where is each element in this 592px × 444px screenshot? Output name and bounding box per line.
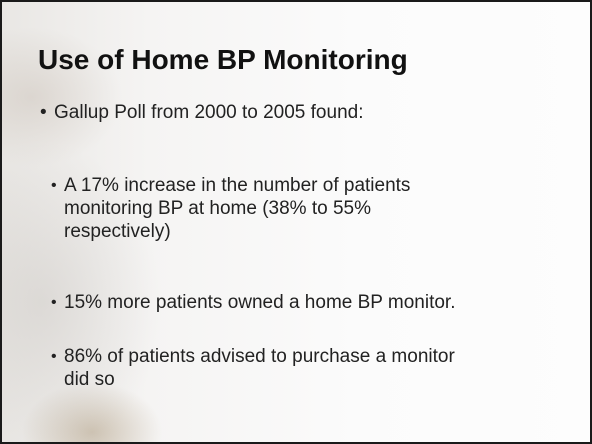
bullet-dot: • bbox=[51, 348, 57, 365]
bullet-line: 15% more patients owned a home BP monito… bbox=[64, 292, 456, 313]
bullet: • A 17% increase in the number of patient… bbox=[51, 174, 411, 243]
slide-title: Use of Home BP Monitoring bbox=[38, 44, 408, 75]
bullet: • 86% of patients advised to purchase a m… bbox=[51, 345, 455, 391]
bullet-dot: • bbox=[51, 294, 57, 311]
bullet-line: A 17% increase in the number of patients bbox=[64, 175, 411, 196]
bullet-line: did so bbox=[64, 369, 115, 390]
bullet-line: Gallup Poll from 2000 to 2005 found: bbox=[54, 102, 364, 123]
bullet-dot: • bbox=[40, 102, 47, 123]
bullet-line: 86% of patients advised to purchase a mo… bbox=[64, 346, 455, 367]
bullet-dot: • bbox=[51, 177, 57, 194]
bullet-line: monitoring BP at home (38% to 55% bbox=[64, 198, 371, 219]
bullet: • Gallup Poll from 2000 to 2005 found: bbox=[40, 101, 364, 124]
bullet: • 15% more patients owned a home BP monit… bbox=[51, 291, 456, 314]
bullet-line: respectively) bbox=[64, 221, 171, 242]
